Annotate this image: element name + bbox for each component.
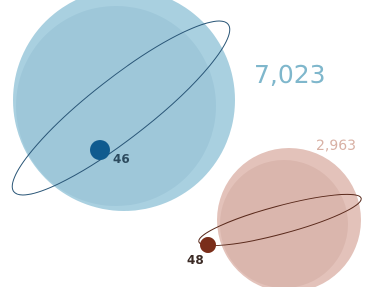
moon-label: 46 — [113, 152, 130, 166]
planet-label: 7,023 — [254, 60, 326, 89]
planet-shade — [16, 6, 216, 206]
planet-label: 2,963 — [316, 138, 356, 154]
planet-shade — [220, 160, 348, 287]
page: 46 7,023 48 2,963 (() => { const data = … — [0, 0, 365, 287]
infographic: 46 7,023 48 2,963 — [0, 0, 365, 287]
moon — [90, 140, 110, 160]
moon-label: 48 — [187, 253, 204, 267]
moon — [200, 237, 216, 253]
